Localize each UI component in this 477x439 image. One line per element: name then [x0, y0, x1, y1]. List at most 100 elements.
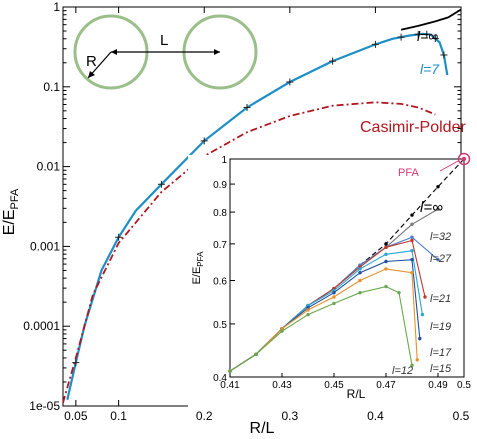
- y-tick-label: 0.001: [30, 239, 60, 253]
- series-l7-marker: [371, 40, 379, 48]
- inset-y-axis-label-sub: PFA: [196, 251, 205, 267]
- inset-series-l15-marker: [410, 271, 414, 275]
- inset-y-tick-label: 1: [221, 155, 227, 166]
- inset-series-l12-marker: [306, 312, 310, 317]
- inset-series-l15-marker: [280, 327, 284, 331]
- inset-series-l17-marker: [418, 336, 422, 341]
- inset-y-tick-label: 0.6: [213, 277, 227, 288]
- inset-x-tick-label: 0.45: [324, 380, 344, 391]
- inset-label-l21: l=21: [430, 293, 451, 305]
- inset-label-l17: l=17: [430, 347, 452, 359]
- inset-label-l27: l=27: [430, 253, 452, 265]
- series-l7-marker: [397, 33, 405, 41]
- inset-series-linf-marker: [410, 213, 414, 217]
- inset-series-l12-marker: [384, 284, 388, 289]
- linf-label: l=∞: [417, 28, 438, 44]
- pfa-pointer: [439, 160, 459, 172]
- y-axis-label: E/EPFA: [1, 188, 21, 235]
- inset-y-axis-label-main: E/E: [191, 267, 203, 285]
- inset-series-l27-marker: [436, 257, 440, 262]
- inset-series-l21-marker: [423, 295, 427, 299]
- inset-x-tick-label: 0.47: [376, 380, 396, 391]
- series-l7-marker: [115, 233, 123, 241]
- y-tick-label: 1e-05: [29, 399, 60, 413]
- inset-series-l21-marker: [410, 238, 414, 243]
- y-tick-label: 0.1: [43, 80, 60, 94]
- inset-series-l17-marker: [410, 257, 414, 262]
- x-axis-label: R/L: [250, 420, 275, 437]
- x-tick-label: 0.5: [453, 409, 470, 423]
- x-tick-label: 0.3: [281, 409, 298, 423]
- inset-series-l19-marker: [420, 312, 425, 317]
- inset-series-l21-marker: [384, 245, 388, 249]
- inset-series-l32-marker: [410, 222, 414, 226]
- series-l7-marker: [414, 30, 422, 38]
- inset-series-linf-marker: [384, 242, 388, 246]
- series-casimir-polder: [62, 101, 436, 403]
- inset-series-l19-marker: [384, 252, 388, 256]
- inset-series-l12-marker: [397, 291, 401, 295]
- inset-series-l12-marker: [332, 301, 336, 306]
- y-tick-label: 1: [53, 0, 60, 14]
- inset-series-l12-marker: [254, 352, 258, 357]
- series-l7-marker: [200, 137, 208, 145]
- inset-series-l12-marker: [358, 291, 362, 295]
- inset-x-tick-label: 0.5: [457, 380, 471, 391]
- x-tick-label: 0.1: [110, 409, 127, 423]
- inset-series-l15-marker: [306, 308, 310, 312]
- inset-x-tick-label: 0.49: [428, 380, 448, 391]
- inset-series-l17-marker: [332, 291, 336, 295]
- inset-x-tick-label: 0.41: [220, 380, 240, 391]
- main-plot: 0.05 0.1 0.2 0.3 0.4 0.5 1e-05 0.0001 0.001 0.01 0…: [1, 0, 470, 437]
- inset-series-l12-marker: [228, 369, 232, 373]
- radius-label: R: [86, 53, 97, 70]
- series-l7-marker: [157, 180, 165, 188]
- pfa-label: PFA: [398, 167, 419, 179]
- inset-y-tick-label: 0.5: [213, 320, 227, 331]
- series-l7-marker: [243, 104, 251, 112]
- inset-series-l15-marker: [332, 295, 336, 299]
- inset-series-l15-marker: [384, 267, 388, 271]
- inset-series-l17-marker: [384, 259, 388, 264]
- inset-series-l15-marker: [358, 278, 362, 283]
- x-tick-label: 0.05: [64, 409, 88, 423]
- inset-y-axis-label: E/EPFA: [191, 251, 205, 285]
- inset-series-l19-marker: [410, 249, 414, 253]
- inset-background: [188, 155, 470, 409]
- inset-label-linf: l=∞: [420, 199, 443, 216]
- inset-label-l19: l=19: [430, 321, 451, 333]
- inset-series-l32-marker: [436, 207, 440, 211]
- inset-y-tick-label: 0.7: [213, 240, 227, 251]
- inset-y-tick-label: 0.9: [213, 180, 227, 191]
- inset-label-l12: l=12: [392, 365, 413, 377]
- inset-label-l15: l=15: [430, 363, 452, 375]
- l7-label: l=7: [420, 61, 440, 77]
- inset-y-tick-label: 0.4: [213, 373, 227, 384]
- inset-label-l32: l=32: [430, 231, 451, 243]
- radius-arrowhead: [88, 71, 95, 78]
- inset-x-axis-label: R/L: [347, 387, 366, 401]
- pfa-marker-dot: [461, 156, 467, 162]
- y-tick-label: 0.0001: [23, 319, 60, 333]
- pfa-marker-ring: [457, 152, 471, 166]
- inset-series-l27-marker: [410, 235, 414, 239]
- series-linf: [400, 8, 462, 31]
- inset-series-l15-marker: [415, 358, 419, 362]
- inset-series-l12-marker: [280, 329, 284, 333]
- distance-label: L: [160, 32, 168, 49]
- inset-x-tick-label: 0.43: [272, 380, 292, 391]
- series-l7-marker: [329, 57, 337, 65]
- series-l7-marker: [440, 51, 448, 59]
- inset-plot: 0.41 0.43 0.45 0.47 0.49 0.5 0.4 0.5 0.6 0.7 0.8 0.…: [188, 152, 471, 409]
- series-l7-marker: [72, 359, 80, 367]
- y-axis-label-sub: PFA: [9, 188, 21, 209]
- inset-y-tick-label: 0.8: [213, 208, 227, 219]
- inset-series-l12-marker: [410, 363, 414, 368]
- y-tick-label: 0.01: [37, 160, 61, 174]
- inset-frame: [229, 158, 465, 378]
- x-tick-label: 0.4: [367, 409, 384, 423]
- inset-series-l17-marker: [358, 271, 362, 275]
- y-axis-label-main: E/E: [1, 210, 18, 236]
- series-l7-marker: [286, 78, 294, 86]
